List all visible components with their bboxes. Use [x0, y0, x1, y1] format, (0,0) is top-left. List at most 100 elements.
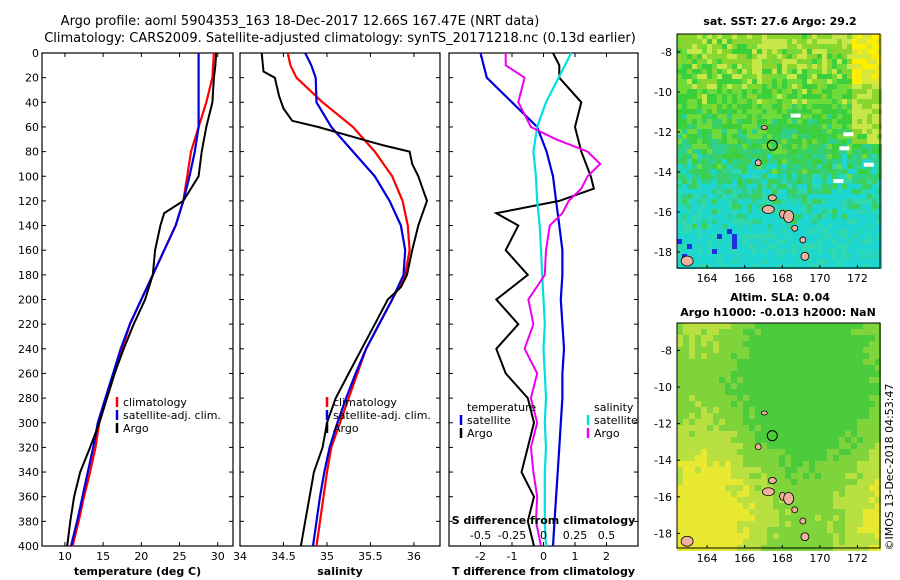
map-cell: [857, 341, 863, 347]
map-cell: [802, 229, 807, 234]
map-cell: [779, 341, 785, 347]
map-cell: [743, 449, 749, 455]
y-tick-label: 200: [18, 294, 39, 307]
map-cell: [833, 401, 839, 407]
map-cell: [752, 219, 757, 224]
map-cell: [779, 353, 785, 359]
map-cell: [755, 407, 761, 413]
map-cell: [851, 425, 857, 431]
map-cell: [785, 473, 791, 479]
map-cell: [682, 194, 687, 199]
map-cell: [737, 84, 742, 89]
series-line-satellite-adj-clim-: [304, 52, 407, 547]
map-cell: [713, 383, 719, 389]
map-cell: [845, 371, 851, 377]
map-cell: [707, 479, 713, 485]
map-cell: [852, 134, 857, 139]
map-cell: [713, 407, 719, 413]
map-cell: [797, 124, 802, 129]
map-cell: [803, 449, 809, 455]
map-cell: [732, 79, 737, 84]
map-cell: [737, 259, 742, 264]
map-cell: [857, 443, 863, 449]
map-cell: [845, 395, 851, 401]
map-cell: [812, 94, 817, 99]
map-cell: [842, 189, 847, 194]
map-cell: [867, 144, 872, 149]
map-cell: [727, 209, 732, 214]
map-cell: [782, 194, 787, 199]
map-cell: [792, 184, 797, 189]
map-cell: [743, 347, 749, 353]
map-cell: [817, 84, 822, 89]
map-cell: [792, 179, 797, 184]
map-cell: [757, 209, 762, 214]
map-cell: [707, 239, 712, 244]
map-cell: [697, 209, 702, 214]
map-cell: [743, 419, 749, 425]
map-cell: [827, 149, 832, 154]
map-cell: [779, 455, 785, 461]
map-cell: [833, 419, 839, 425]
map-cell: [827, 443, 833, 449]
map-cell: [785, 383, 791, 389]
map-cell: [807, 204, 812, 209]
map-cell: [687, 229, 692, 234]
map-cell: [812, 49, 817, 54]
map-cell: [852, 49, 857, 54]
island: [754, 159, 762, 167]
map-cell: [837, 159, 842, 164]
map-cell: [833, 467, 839, 473]
map-cell: [842, 209, 847, 214]
map-cell: [717, 219, 722, 224]
map-cell: [779, 359, 785, 365]
map-cell: [807, 244, 812, 249]
map-cell: [785, 455, 791, 461]
map-cell: [779, 539, 785, 545]
map-cell: [707, 395, 713, 401]
map-cell: [752, 214, 757, 219]
map-cell: [701, 347, 707, 353]
map-cell: [752, 39, 757, 44]
map-cell: [832, 254, 837, 259]
map-cell: [732, 109, 737, 114]
map-cell: [807, 249, 812, 254]
map-cell: [747, 179, 752, 184]
map-cell: [767, 515, 773, 521]
map-cell: [695, 503, 701, 509]
map-cell: [683, 419, 689, 425]
map-cell: [761, 425, 767, 431]
map-cell: [725, 521, 731, 527]
sla-map-subtitle: Argo h1000: -0.013 h2000: NaN: [680, 306, 876, 319]
map-cell: [802, 164, 807, 169]
map-cell: [743, 479, 749, 485]
map-cell: [809, 479, 815, 485]
map-cell: [692, 89, 697, 94]
map-cell: [777, 34, 782, 39]
map-cell: [772, 159, 777, 164]
map-cell: [713, 467, 719, 473]
map-cell: [842, 154, 847, 159]
map-cell: [833, 473, 839, 479]
map-cell: [712, 44, 717, 49]
map-cell: [702, 194, 707, 199]
map-cell: [742, 44, 747, 49]
map-cell: [689, 491, 695, 497]
map-cell: [687, 189, 692, 194]
map-cell: [851, 503, 857, 509]
map-cell: [702, 129, 707, 134]
map-cell: [707, 259, 712, 264]
map-cell: [749, 383, 755, 389]
map-cell: [862, 49, 867, 54]
map-cell: [821, 539, 827, 545]
map-cell: [722, 49, 727, 54]
map-cell: [772, 169, 777, 174]
map-cell: [707, 129, 712, 134]
map-cell: [702, 149, 707, 154]
map-cell: [872, 139, 877, 144]
map-cell: [815, 347, 821, 353]
map-cell: [749, 371, 755, 377]
map-cell: [802, 149, 807, 154]
map-cell: [847, 229, 852, 234]
map-cell: [875, 473, 881, 479]
